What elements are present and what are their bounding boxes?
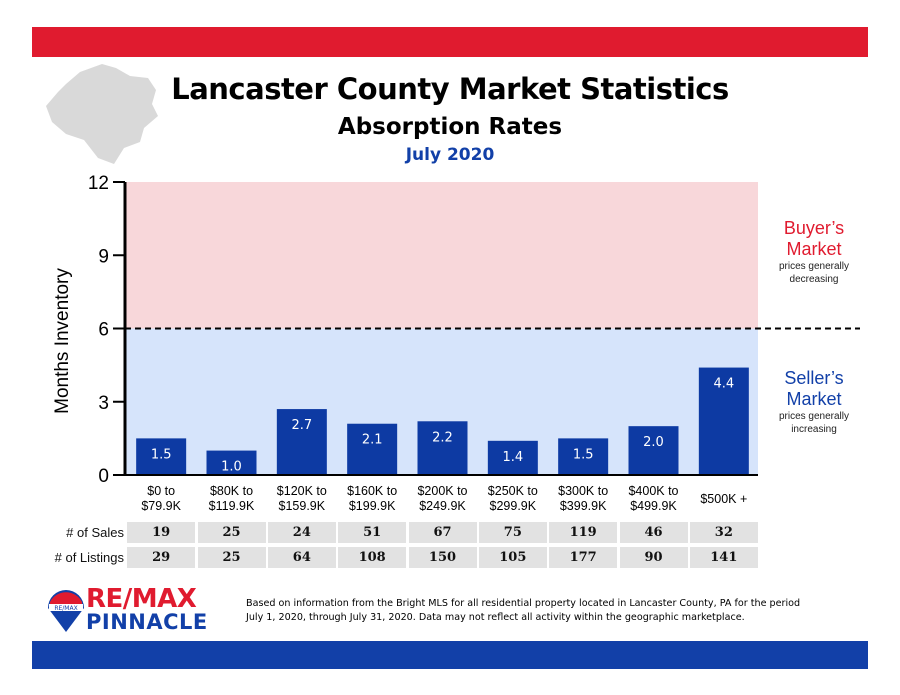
x-tick-label-line: $500K + [700,492,748,506]
balloon-text: RE/MAX [54,605,77,612]
bar [628,426,679,475]
bar [698,367,749,475]
x-tick-label-line: $120K to [276,484,327,498]
y-tick-label: 0 [98,466,109,487]
x-tick-label-line: $299.9K [489,499,537,513]
x-tick-label-line: $160K to [347,484,398,498]
x-tick-label-line: $250K to [487,484,538,498]
bar-value-label: 1.4 [502,450,523,465]
listings-cell: 141 [689,547,758,568]
bar-value-label: 2.0 [643,435,664,450]
bar [558,438,609,475]
buyers-market-title-1: Buyer’s [783,218,845,238]
x-tick-label: $300K to $399.9K [549,484,617,514]
buyers-market-desc-2: decreasing [789,274,839,285]
listings-cell: 150 [408,547,477,568]
sales-cell: 75 [478,522,547,543]
bar-value-label: 1.5 [151,447,172,462]
x-tick-label-line: $199.9K [348,499,396,513]
listings-row-label: # of Listings [54,550,124,565]
x-tick-label: $200K to $249.9K [409,484,477,514]
bar [487,440,538,475]
sales-row: # of Sales 19 25 24 51 67 75 119 46 32 [20,522,760,543]
x-tick-label-line: $119.9K [208,499,255,513]
sales-cell: 119 [549,522,618,543]
bar-value-label: 4.4 [713,377,734,392]
x-tick-label-line: $0 to [147,484,176,498]
report-date: July 2020 [405,145,495,165]
x-tick-label: $160K to $199.9K [338,484,406,514]
sales-cell: 32 [689,522,758,543]
x-tick-label: $500K + [690,492,758,507]
bar [417,421,468,475]
sales-cell: 46 [619,522,688,543]
sales-row-label: # of Sales [66,525,124,540]
bar-value-label: 2.1 [362,433,383,448]
bar [276,409,327,475]
bottom-blue-bar [32,641,868,669]
x-tick-label-line: $80K to [209,484,254,498]
sellers-market-title-2: Market [786,389,842,409]
buyers-market-label: Buyer’s Market prices generally decreasi… [760,218,868,286]
x-tick-label: $80K to $119.9K [198,484,266,514]
x-tick-label-line: $200K to [417,484,468,498]
y-tick-label: 9 [98,246,109,267]
sellers-market-label: Seller’s Market prices generally increas… [760,368,868,436]
x-tick-label-line: $499.9K [630,499,677,513]
buyers-market-desc-1: prices generally [778,261,850,272]
top-red-bar [32,27,868,57]
sales-cell: 24 [267,522,336,543]
source-note: Based on information from the Bright MLS… [246,597,846,625]
remax-balloon-logo: RE/MAX [48,590,84,632]
bar-value-label: 2.2 [432,430,453,445]
listings-cell: 108 [338,547,407,568]
x-tick-label-line: $79.9K [141,499,181,513]
bar-value-label: 1.5 [573,447,594,462]
sales-cell: 67 [408,522,477,543]
sales-cell: 51 [338,522,407,543]
x-tick-label: $250K to $299.9K [479,484,547,514]
sales-cell: 19 [127,522,196,543]
sellers-market-title-1: Seller’s [784,368,844,388]
page-title: Lancaster County Market Statistics [171,72,729,106]
x-tick-label-line: $400K to [628,484,679,498]
x-tick-label: $120K to $159.9K [268,484,336,514]
y-axis-label: Months Inventory [52,268,73,414]
y-tick-label: 12 [88,173,109,194]
brand-office: PINNACLE [86,610,208,634]
y-tick-label: 6 [98,320,109,341]
sellers-market-desc-1: prices generally [778,411,850,422]
bar [206,450,257,475]
listings-row: # of Listings 29 25 64 108 150 105 177 90 141 [20,547,760,568]
x-tick-label: $400K to $499.9K [620,484,688,514]
listings-cell: 90 [619,547,688,568]
x-tick-label-line: $300K to [558,484,609,498]
bar [347,423,398,475]
x-tick-label-line: $399.9K [559,499,607,513]
buyers-market-zone [125,182,758,329]
bar-value-label: 1.0 [221,460,242,475]
page-subtitle: Absorption Rates [337,114,563,140]
sellers-market-desc-2: increasing [791,424,837,435]
sales-cell: 25 [197,522,266,543]
x-tick-label-line: $249.9K [419,499,466,513]
x-tick-label: $0 to $79.9K [127,484,195,514]
bar [136,438,187,475]
y-tick-label: 3 [98,393,109,414]
bar-value-label: 2.7 [291,418,312,433]
listings-cell: 64 [267,547,336,568]
buyers-market-title-2: Market [786,239,842,259]
listings-cell: 177 [549,547,618,568]
listings-cell: 25 [197,547,266,568]
listings-cell: 29 [127,547,196,568]
x-tick-label-line: $159.9K [278,499,326,513]
brand-name: RE/MAX [86,584,197,614]
listings-cell: 105 [478,547,547,568]
source-note-line-1: Based on information from the Bright MLS… [246,598,801,609]
county-map-icon [46,64,158,164]
source-note-line-2: July 1, 2020, through July 31, 2020. Dat… [246,612,745,623]
